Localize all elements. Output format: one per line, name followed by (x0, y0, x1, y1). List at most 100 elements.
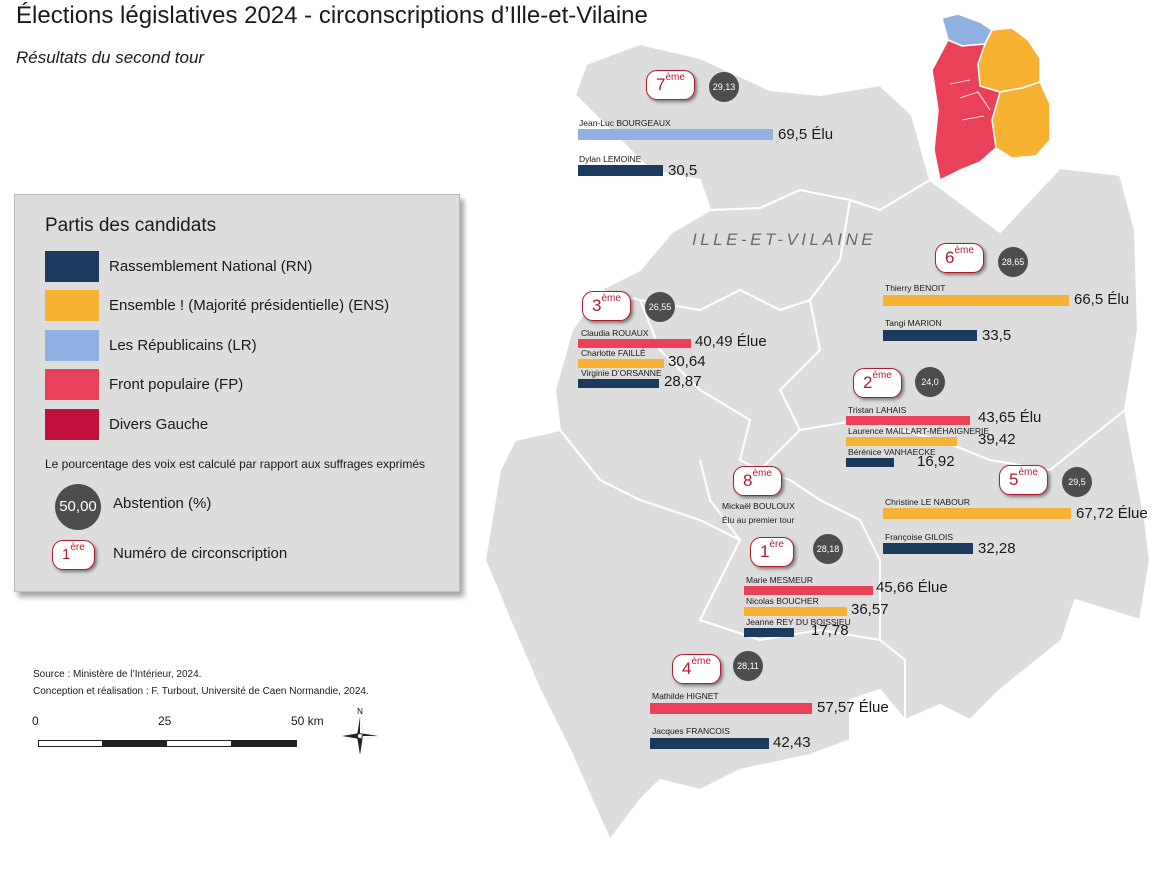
legend-swatch-dvg (45, 409, 99, 440)
legend-label-dvg: Divers Gauche (109, 416, 209, 433)
candidate-bar (883, 295, 1069, 306)
abstention-circle-3: 26,55 (645, 292, 675, 322)
badge-number: 7 (656, 75, 666, 94)
candidate-bar (578, 339, 691, 348)
badge-number: 8 (743, 471, 753, 490)
candidate-bar (744, 607, 847, 616)
candidate-value: 67,72 Élue (1076, 505, 1148, 522)
candidate-name: Bérénice VANHAECKE (848, 447, 936, 457)
candidate-value: 69,5 Élu (778, 126, 834, 143)
candidate-bar (578, 379, 659, 388)
credits-line: Conception et réalisation : F. Turbout, … (33, 686, 369, 697)
inset-region-ens-south (991, 81, 1051, 159)
scale-bar-segment (102, 740, 167, 747)
candidate-name: Françoise GILOIS (885, 532, 954, 542)
page-subtitle: Résultats du second tour (16, 48, 205, 67)
candidate-bar (883, 508, 1071, 519)
compass-label: N (357, 707, 363, 716)
legend-label-rn: Rassemblement National (RN) (109, 258, 313, 275)
candidate-bar (846, 437, 957, 446)
inset-locator-map (931, 13, 1051, 182)
abstention-circle-5: 29,5 (1062, 467, 1092, 497)
candidate-bar (846, 458, 894, 467)
badge-number: 5 (1009, 470, 1019, 489)
scale-label-25: 25 (158, 714, 172, 728)
candidate-bar (883, 330, 977, 341)
legend-swatch-ens (45, 290, 99, 321)
candidate-value: 16,92 (917, 453, 955, 470)
legend-abstention-circle: 50,00 (55, 484, 101, 530)
legend-swatch-fp (45, 369, 99, 400)
candidate-value: 30,5 (668, 162, 698, 179)
badge-sup: ème (665, 72, 685, 83)
constituency-badge-6: 6ème (935, 243, 984, 273)
abstention-circle-6: 28,65 (998, 247, 1028, 277)
candidate-bar (578, 129, 773, 140)
candidate-value: 43,65 Élu (978, 409, 1042, 426)
legend-title: Partis des candidats (45, 215, 217, 236)
scale-bar-segment (231, 740, 297, 747)
legend-badge-label: Numéro de circonscription (113, 545, 288, 562)
legend-label-lr: Les Républicains (LR) (109, 337, 257, 354)
candidate-bar (744, 628, 794, 637)
legend-badge-sup: ère (70, 542, 85, 553)
candidate-value: 33,5 (982, 327, 1012, 344)
badge-number: 4 (682, 659, 692, 678)
legend-badge: 1ère (52, 540, 95, 570)
candidate-name: Christine LE NABOUR (885, 497, 971, 507)
candidate-value: 28,87 (664, 373, 702, 390)
legend-abstention-label: Abstention (%) (113, 495, 212, 512)
compass-rose-icon: N (342, 707, 378, 755)
badge-sup: ème (872, 370, 892, 381)
candidate-value: 36,57 (851, 601, 889, 618)
constituency-badge-8: 8ème (733, 466, 782, 496)
candidate-value: 40,49 Élue (695, 333, 767, 350)
constituency-badge-5: 5ème (999, 465, 1048, 495)
badge-sup: ème (1018, 467, 1038, 478)
candidate-name: Jeanne REY DU BOISSIEU (746, 617, 851, 627)
candidate-name: Jacques FRANCOIS (652, 726, 730, 736)
candidate-bar (650, 703, 812, 714)
badge-sup: ème (601, 293, 621, 304)
candidate-bar (744, 586, 873, 595)
candidate-value: 32,28 (978, 540, 1016, 557)
badge-sup: ème (954, 245, 974, 256)
candidate-name: Tangi MARION (885, 318, 942, 328)
page-title: Élections législatives 2024 - circonscri… (16, 2, 648, 29)
elected-first-round-name: Mickaël BOULOUX (722, 501, 795, 511)
candidate-name: Nicolas BOUCHER (746, 596, 819, 606)
legend-badge-number: 1 (62, 546, 71, 563)
candidate-name: Tristan LAHAIS (848, 405, 907, 415)
legend-panel: Partis des candidats Rassemblement Natio… (14, 194, 460, 592)
candidate-name: Jean-Luc BOURGEAUX (579, 118, 671, 128)
badge-number: 2 (863, 373, 873, 392)
candidate-name: Laurence MAILLART-MÉHAIGNERIE (848, 426, 990, 436)
candidate-bar (846, 416, 970, 425)
candidate-bar (578, 359, 664, 368)
candidate-value: 39,42 (978, 431, 1016, 448)
badge-number: 1 (760, 542, 770, 561)
abstention-circle-2: 24,0 (915, 367, 945, 397)
candidate-name: Virginie D’ORSANNE (581, 368, 662, 378)
candidate-bar (883, 543, 973, 554)
scale-bar-segment (166, 740, 232, 747)
constituency-badge-2: 2ème (853, 368, 902, 398)
legend-label-ens: Ensemble ! (Majorité présidentielle) (EN… (109, 297, 390, 314)
candidate-name: Claudia ROUAUX (581, 328, 649, 338)
legend-swatch-rn (45, 251, 99, 282)
candidate-value: 17,78 (811, 622, 849, 639)
constituency-badge-3: 3ème (582, 291, 631, 321)
elected-first-round-note: Élu au premier tour (722, 515, 795, 525)
legend-label-fp: Front populaire (FP) (109, 376, 244, 393)
candidate-value: 66,5 Élu (1074, 291, 1130, 308)
source-credits: Source : Ministère de l’Intérieur, 2024.… (33, 666, 369, 700)
badge-sup: ème (691, 656, 711, 667)
badge-number: 3 (592, 296, 602, 315)
abstention-circle-1: 28,18 (813, 534, 843, 564)
scale-bar-segment (38, 740, 103, 747)
legend-swatch-lr (45, 330, 99, 361)
source-line: Source : Ministère de l’Intérieur, 2024. (33, 669, 202, 680)
candidate-name: Thierry BENOIT (885, 283, 946, 293)
candidate-bar (650, 738, 769, 749)
